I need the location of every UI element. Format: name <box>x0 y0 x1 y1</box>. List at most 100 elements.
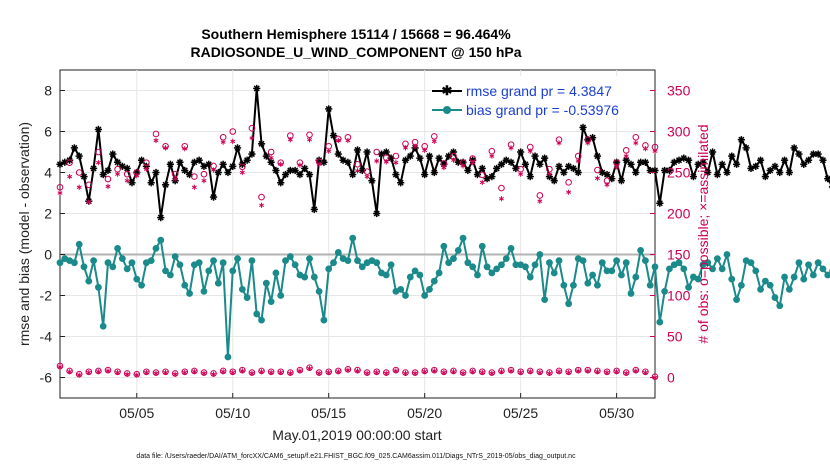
point-rmse <box>344 158 352 166</box>
point-rmse <box>560 168 568 177</box>
point-assimilated_obs_low <box>460 370 466 376</box>
point-bias <box>430 277 438 285</box>
point-assimilated_obs_low <box>230 369 236 376</box>
point-possible_obs <box>632 133 640 141</box>
point-possible_obs <box>478 171 486 179</box>
point-assimilated_obs <box>393 160 399 166</box>
point-bias <box>589 271 597 279</box>
point-bias <box>138 281 145 289</box>
point-bias <box>94 283 102 291</box>
point-assimilated_obs_low <box>537 369 543 376</box>
point-bias <box>723 251 731 258</box>
y-tick-label: 8 <box>44 83 52 99</box>
point-bias <box>512 261 520 269</box>
point-rmse <box>555 162 563 170</box>
y-axis-label: rmse and bias (model - observation) <box>16 122 32 346</box>
point-rmse <box>488 173 496 181</box>
point-bias <box>330 259 337 267</box>
point-bias <box>373 259 381 267</box>
point-rmse <box>176 158 184 166</box>
point-rmse <box>363 148 371 156</box>
point-bias <box>771 294 779 301</box>
point-rmse <box>75 152 83 160</box>
point-assimilated_obs_low <box>345 367 351 373</box>
point-bias <box>733 296 740 303</box>
point-rmse <box>435 154 443 162</box>
point-rmse <box>593 152 602 160</box>
y-right-tick-label: 0 <box>667 370 675 386</box>
point-assimilated_obs_low <box>402 370 408 376</box>
point-rmse <box>507 158 515 166</box>
point-possible_obs <box>66 159 73 166</box>
point-bias <box>579 257 587 265</box>
point-bias <box>416 271 424 279</box>
point-assimilated_obs <box>143 166 149 172</box>
point-assimilated_obs_low <box>287 370 293 376</box>
point-assimilated_obs <box>278 161 284 167</box>
point-rmse <box>70 144 78 152</box>
point-bias <box>819 265 827 273</box>
y-tick-label: 4 <box>44 165 52 181</box>
point-bias <box>608 267 616 275</box>
point-assimilated_obs <box>460 163 466 169</box>
point-rmse <box>704 168 712 177</box>
point-assimilated_obs_low <box>470 369 476 375</box>
point-assimilated_obs_low <box>115 369 121 376</box>
point-rmse <box>742 144 750 152</box>
point-assimilated_obs_low <box>450 369 456 375</box>
point-assimilated_obs <box>182 146 188 152</box>
point-bias <box>248 257 256 265</box>
point-bias <box>176 261 184 269</box>
point-assimilated_obs_low <box>67 369 73 375</box>
point-assimilated_obs <box>297 162 303 168</box>
point-rmse <box>785 168 793 177</box>
y-right-tick-label: 150 <box>667 247 691 263</box>
point-bias <box>809 271 817 279</box>
point-assimilated_obs <box>585 140 591 146</box>
point-rmse <box>622 156 630 164</box>
point-rmse <box>684 156 693 164</box>
point-assimilated_obs_low <box>393 368 399 374</box>
point-assimilated_obs_low <box>374 369 380 376</box>
point-assimilated_obs_low <box>201 370 207 376</box>
point-assimilated_obs <box>412 143 418 149</box>
point-bias <box>560 281 568 289</box>
point-assimilated_obs_low <box>566 369 572 376</box>
series-bias <box>56 234 830 361</box>
y-tick-label: 6 <box>44 124 52 140</box>
point-bias <box>181 281 189 289</box>
point-bias <box>522 263 529 271</box>
point-rmse <box>397 179 405 187</box>
point-assimilated_obs <box>211 167 217 173</box>
series-assimilated_obs <box>57 135 658 208</box>
y-right-tick-label: 250 <box>667 165 691 181</box>
point-rmse <box>109 150 117 158</box>
point-rmse <box>305 170 314 179</box>
point-assimilated_obs <box>191 184 197 190</box>
point-rmse <box>517 148 525 156</box>
point-assimilated_obs <box>76 184 82 190</box>
point-bias <box>785 285 793 293</box>
point-assimilated_obs_low <box>623 370 629 376</box>
point-rmse <box>161 181 170 189</box>
point-bias <box>358 263 366 271</box>
point-bias <box>656 318 664 326</box>
point-bias <box>205 267 213 275</box>
point-rmse <box>310 205 318 213</box>
point-bias <box>704 259 712 267</box>
point-assimilated_obs_low <box>412 370 418 376</box>
point-assimilated_obs_low <box>498 369 504 375</box>
point-assimilated_obs <box>508 145 514 151</box>
point-assimilated_obs <box>220 139 226 145</box>
point-bias <box>219 259 227 267</box>
point-assimilated_obs <box>470 160 476 166</box>
point-assimilated_obs_low <box>489 370 495 376</box>
point-rmse <box>334 150 342 158</box>
point-assimilated_obs <box>259 202 265 208</box>
point-assimilated_obs <box>527 148 533 154</box>
point-rmse <box>113 158 122 166</box>
point-rmse <box>229 162 237 170</box>
point-bias <box>80 263 88 271</box>
point-bias <box>502 255 510 262</box>
point-assimilated_obs_low <box>422 369 428 375</box>
